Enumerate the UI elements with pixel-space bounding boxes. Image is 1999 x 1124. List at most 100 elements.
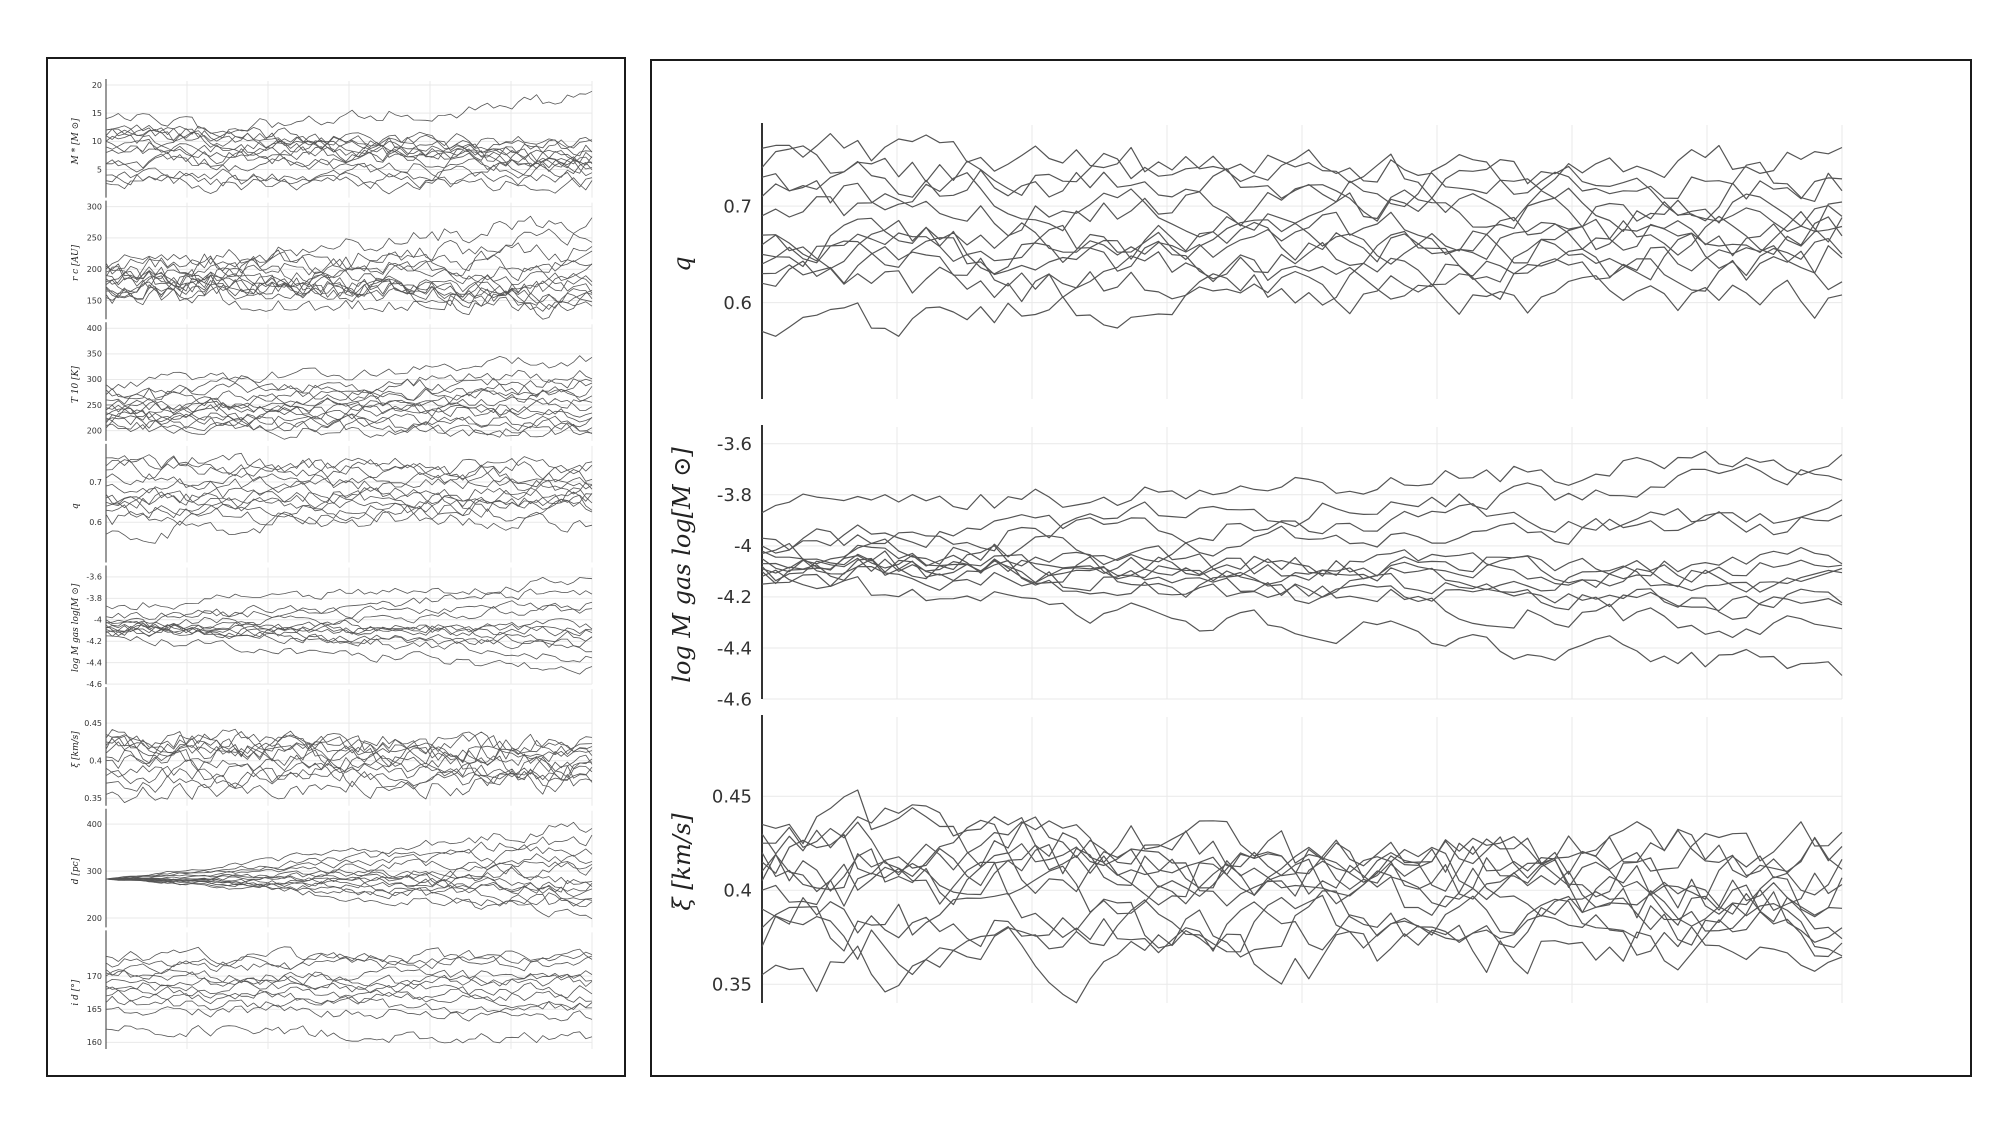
y-tick-label: 0.7 bbox=[723, 196, 752, 217]
panel-left-5: 0.45 0.4 0.35 ξ [km/s] bbox=[71, 687, 593, 806]
y-tick-label: 0.45 bbox=[84, 719, 102, 728]
walker-trace-line bbox=[105, 286, 593, 320]
walker-trace-line bbox=[105, 275, 593, 300]
y-axis-label: M * [M ⊙] bbox=[71, 118, 81, 166]
right-panel-frame: 0.7 0.6 q -3.6 -3.8 -4 -4.2 -4.4 -4.6 log M gas l… bbox=[650, 59, 1972, 1077]
y-axis-label: log M gas log[M ⊙] bbox=[71, 583, 81, 672]
y-axis-label: log M gas log[M ⊙] bbox=[668, 447, 696, 683]
walker-trace-line bbox=[105, 472, 593, 495]
walker-trace-line bbox=[761, 245, 1843, 337]
walker-trace-line bbox=[105, 493, 593, 544]
walker-trace-line bbox=[105, 138, 593, 163]
y-tick-label: 300 bbox=[87, 202, 102, 211]
walker-trace-line bbox=[105, 1025, 593, 1044]
walker-trace-line bbox=[105, 946, 593, 966]
walker-trace-line bbox=[105, 215, 593, 270]
walker-trace-line bbox=[105, 395, 593, 413]
y-tick-label: 0.6 bbox=[89, 518, 102, 527]
walker-trace-line bbox=[105, 396, 593, 423]
walker-trace-line bbox=[105, 260, 593, 287]
walker-trace-line bbox=[105, 129, 593, 169]
walker-trace-line bbox=[105, 479, 593, 510]
walker-trace-line bbox=[761, 789, 1843, 916]
walker-trace-line bbox=[105, 482, 593, 506]
y-axis-label: d [pc] bbox=[71, 857, 81, 884]
walker-trace-line bbox=[105, 250, 593, 280]
y-tick-label: 15 bbox=[92, 109, 102, 118]
walker-trace-line bbox=[105, 980, 593, 999]
panel-left-2: 400 350 300 250 200 T 10 [K] bbox=[71, 322, 593, 441]
walker-trace-line bbox=[105, 861, 593, 882]
walker-trace-line bbox=[105, 728, 593, 755]
walker-trace-line bbox=[761, 804, 1843, 877]
walker-trace-line bbox=[761, 876, 1843, 976]
y-tick-label: -4 bbox=[94, 616, 102, 625]
panel-right-1: -3.6 -3.8 -4 -4.2 -4.4 -4.6 log M gas log[M ⊙] bbox=[668, 425, 1843, 710]
y-tick-label: 350 bbox=[87, 350, 102, 359]
walker-trace-line bbox=[105, 600, 593, 620]
y-tick-label: 170 bbox=[87, 972, 102, 981]
y-tick-label: 300 bbox=[87, 375, 102, 384]
walker-trace-line bbox=[105, 270, 593, 299]
panel-left-6: 400 300 200 d [pc] bbox=[71, 808, 593, 928]
y-tick-label: -4.4 bbox=[717, 638, 752, 659]
panel-right-0: 0.7 0.6 q bbox=[668, 123, 1843, 399]
walker-trace-line bbox=[105, 251, 593, 281]
walker-trace-line bbox=[761, 246, 1843, 300]
walker-trace-line bbox=[105, 878, 593, 907]
walker-trace-line bbox=[105, 834, 593, 880]
walker-trace-line bbox=[105, 124, 593, 167]
y-tick-label: 250 bbox=[87, 401, 102, 410]
walker-trace-line bbox=[105, 402, 593, 421]
walker-trace-line bbox=[761, 834, 1843, 900]
y-tick-label: 200 bbox=[87, 426, 102, 435]
walker-trace-line bbox=[105, 175, 593, 195]
walker-trace-line bbox=[761, 187, 1843, 238]
walker-trace-line bbox=[105, 139, 593, 173]
walker-trace-line bbox=[105, 844, 593, 880]
y-tick-label: 5 bbox=[97, 165, 102, 174]
walker-trace-line bbox=[105, 733, 593, 764]
walker-trace-line bbox=[761, 542, 1843, 639]
walker-trace-line bbox=[761, 133, 1843, 222]
walker-trace-line bbox=[105, 377, 593, 401]
y-axis-label: T 10 [K] bbox=[71, 366, 81, 403]
y-tick-label: -4.2 bbox=[86, 637, 102, 646]
walker-trace-line bbox=[105, 635, 593, 675]
walker-trace-line bbox=[105, 735, 593, 781]
walker-trace-line bbox=[105, 140, 593, 170]
walker-trace-line bbox=[105, 386, 593, 407]
walker-trace-line bbox=[761, 911, 1843, 1004]
walker-trace-line bbox=[105, 620, 593, 643]
y-tick-label: 0.7 bbox=[89, 478, 102, 487]
walker-trace-line bbox=[105, 617, 593, 663]
walker-trace-line bbox=[761, 463, 1843, 554]
walker-trace-line bbox=[105, 420, 593, 440]
y-tick-label: 200 bbox=[87, 914, 102, 923]
walker-trace-line bbox=[105, 878, 593, 920]
y-tick-label: -3.6 bbox=[717, 434, 752, 455]
y-tick-label: 250 bbox=[87, 234, 102, 243]
y-tick-label: 0.45 bbox=[712, 787, 752, 808]
walker-trace-line bbox=[106, 878, 593, 901]
walker-trace-line bbox=[105, 821, 593, 880]
walker-trace-line bbox=[105, 145, 593, 174]
walker-trace-line bbox=[105, 985, 593, 1003]
walker-trace-line bbox=[105, 577, 593, 611]
y-axis-label: r c [AU] bbox=[71, 244, 81, 281]
walker-trace-line bbox=[105, 853, 593, 880]
y-tick-label: 300 bbox=[87, 867, 102, 876]
y-axis-label: ξ [km/s] bbox=[71, 731, 81, 768]
walker-trace-line bbox=[105, 242, 593, 299]
walker-trace-line bbox=[761, 211, 1843, 275]
walker-trace-line bbox=[105, 588, 593, 624]
walker-trace-line bbox=[105, 625, 593, 653]
walker-trace-line bbox=[105, 171, 593, 189]
y-tick-label: 0.6 bbox=[723, 293, 752, 314]
walker-trace-line bbox=[761, 544, 1843, 593]
walker-trace-line bbox=[105, 472, 593, 494]
panel-left-1: 300 250 200 150 r c [AU] bbox=[71, 200, 593, 320]
y-axis-label: i d [°] bbox=[71, 979, 81, 1005]
y-tick-label: 400 bbox=[87, 324, 102, 333]
y-tick-label: -4.6 bbox=[86, 680, 102, 689]
